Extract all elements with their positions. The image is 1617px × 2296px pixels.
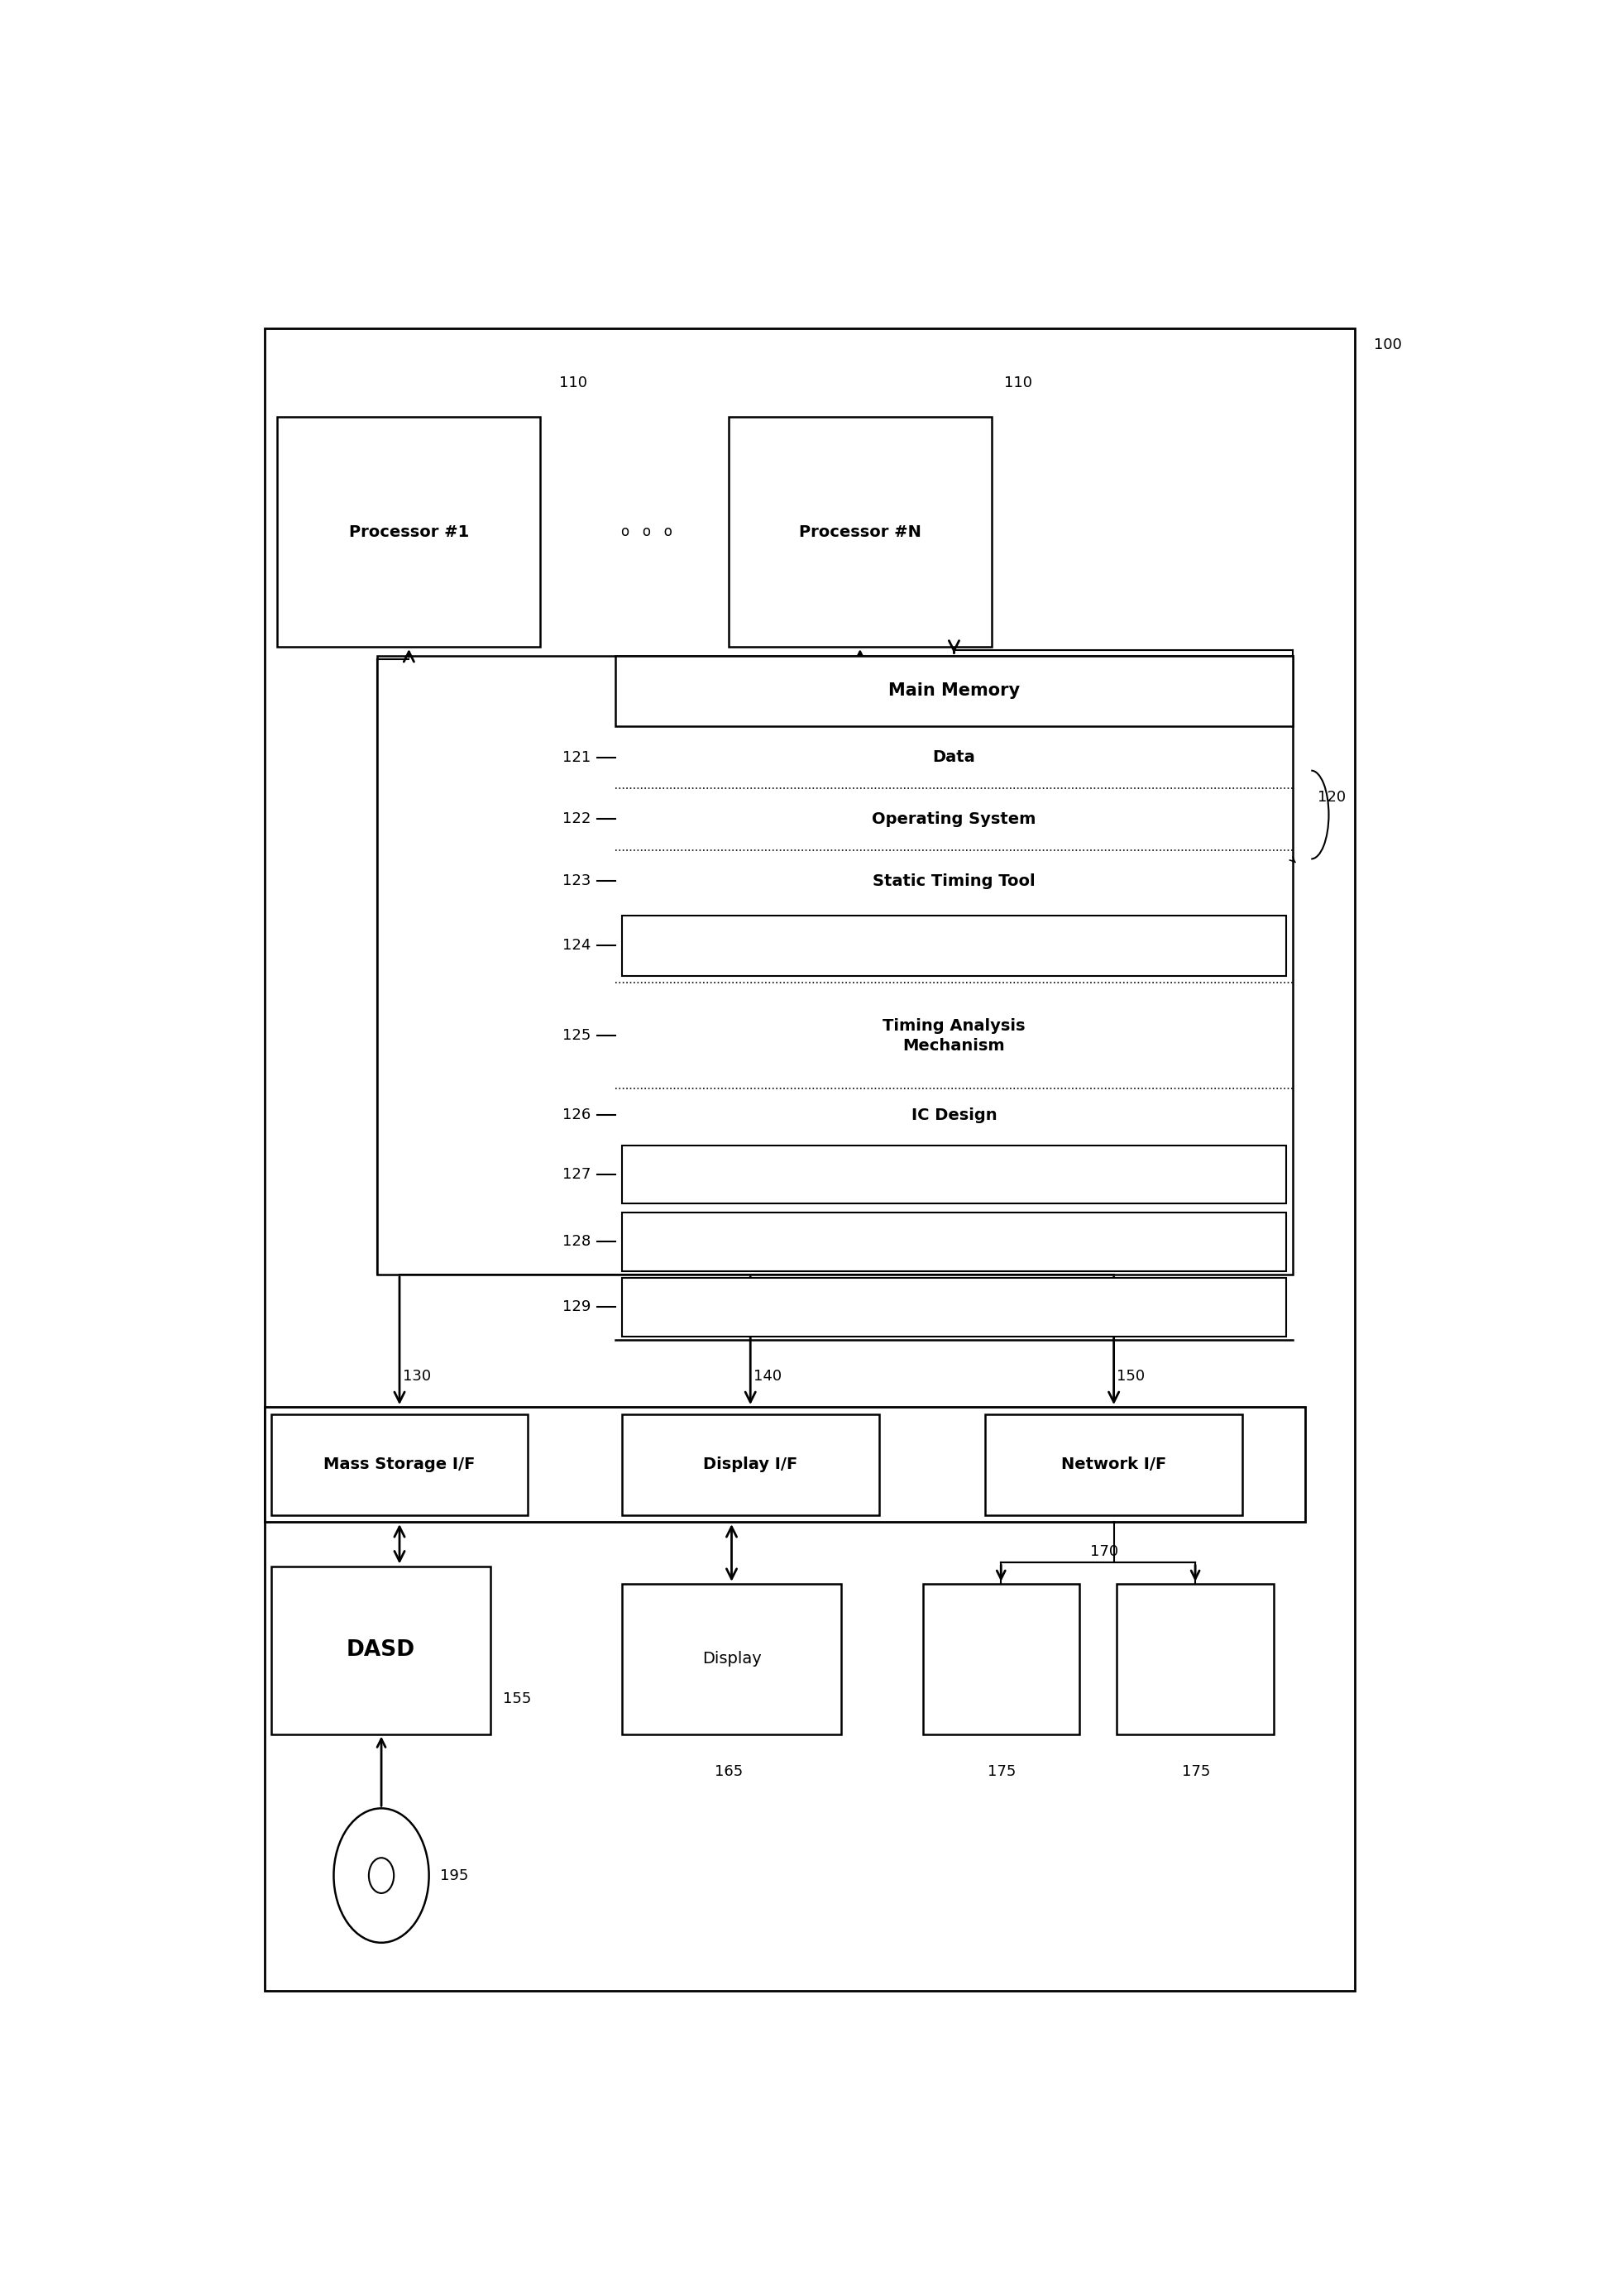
Text: 160: 160: [616, 677, 644, 691]
Bar: [1117, 1584, 1274, 1733]
Text: Main Memory: Main Memory: [888, 682, 1020, 700]
Text: Data: Data: [933, 748, 975, 765]
Bar: [623, 1279, 1286, 1336]
Bar: [265, 1407, 1305, 1522]
Text: 128: 128: [563, 1235, 590, 1249]
Bar: [265, 328, 1355, 1991]
Bar: [616, 657, 1292, 726]
Text: 175: 175: [988, 1763, 1015, 1779]
Bar: [272, 1414, 527, 1515]
Text: 100: 100: [1374, 338, 1402, 351]
Bar: [923, 1584, 1080, 1733]
Text: 155: 155: [503, 1692, 532, 1706]
Text: Slack Computations: Slack Computations: [873, 937, 1035, 953]
Text: 140: 140: [754, 1368, 781, 1384]
Text: 127: 127: [563, 1166, 590, 1182]
Text: 126: 126: [563, 1109, 590, 1123]
Bar: [623, 916, 1286, 976]
Text: 121: 121: [563, 751, 590, 765]
Bar: [278, 418, 540, 647]
Text: IC Design: IC Design: [910, 1107, 998, 1123]
Bar: [377, 657, 1292, 1274]
Text: Mass Storage I/F: Mass Storage I/F: [323, 1456, 475, 1472]
Text: Timing Analysis
Mechanism: Timing Analysis Mechanism: [883, 1017, 1025, 1054]
Text: 110: 110: [1004, 377, 1032, 390]
Text: 165: 165: [715, 1763, 742, 1779]
Text: 123: 123: [563, 872, 590, 889]
Bar: [623, 1212, 1286, 1272]
Text: Rules: Rules: [933, 1300, 975, 1316]
Text: 175: 175: [1182, 1763, 1210, 1779]
Text: 150: 150: [1117, 1368, 1145, 1384]
Text: 110: 110: [559, 377, 587, 390]
Text: 129: 129: [563, 1300, 590, 1316]
Text: Display: Display: [702, 1651, 762, 1667]
Bar: [623, 1414, 880, 1515]
Text: Operating System: Operating System: [872, 810, 1036, 827]
Bar: [272, 1566, 490, 1733]
Bar: [985, 1414, 1242, 1515]
Text: Interconnections: Interconnections: [886, 1233, 1022, 1249]
Text: Display I/F: Display I/F: [703, 1456, 797, 1472]
Text: Logic Blocks: Logic Blocks: [904, 1166, 1004, 1182]
Text: o   o   o: o o o: [621, 523, 673, 540]
Text: 195: 195: [440, 1869, 469, 1883]
Text: 122: 122: [563, 813, 590, 827]
Text: Network I/F: Network I/F: [1061, 1456, 1166, 1472]
Bar: [623, 1584, 841, 1733]
Text: Processor #N: Processor #N: [799, 523, 922, 540]
Bar: [623, 1146, 1286, 1203]
Text: 170: 170: [1090, 1545, 1119, 1559]
Text: Processor #1: Processor #1: [349, 523, 469, 540]
Text: 124: 124: [563, 939, 590, 953]
Bar: [728, 418, 991, 647]
Text: Static Timing Tool: Static Timing Tool: [873, 872, 1035, 889]
Text: 130: 130: [403, 1368, 430, 1384]
Text: 125: 125: [563, 1029, 590, 1042]
Text: 120: 120: [1318, 790, 1345, 804]
Text: DASD: DASD: [346, 1639, 416, 1660]
